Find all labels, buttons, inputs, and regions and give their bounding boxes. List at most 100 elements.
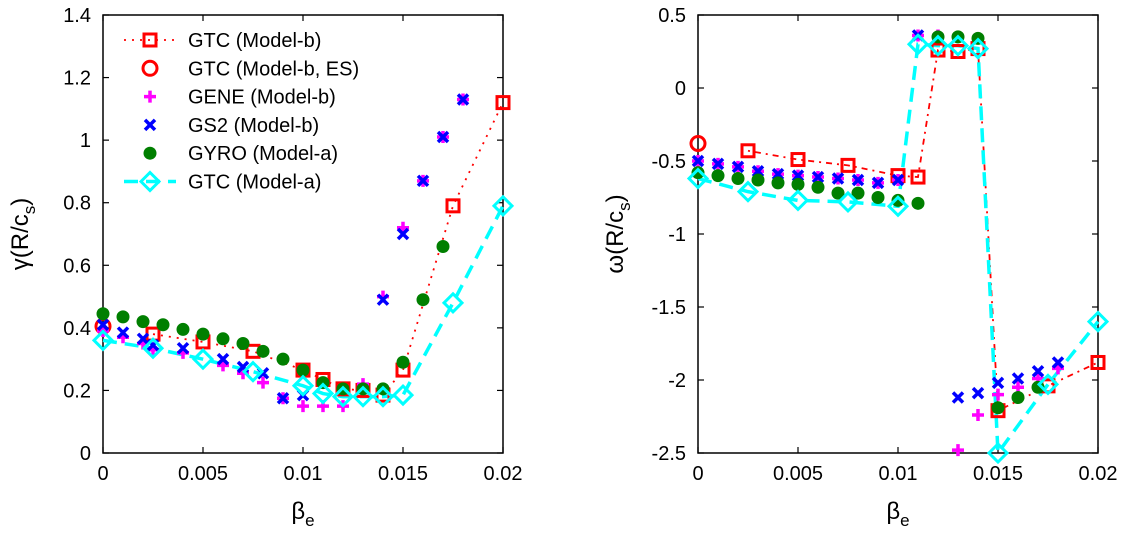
left-plot-gamma: 0 0.005 0.01 0.015 0.02 0 0.2 0.4 0.6 0.8 1 1.2 1.4 β… xyxy=(7,5,522,530)
y-axis-label: γ(R/cs) xyxy=(7,198,39,271)
data-point xyxy=(831,186,845,200)
data-point xyxy=(950,44,966,59)
y-tick-label: 0.6 xyxy=(63,255,91,277)
series-line xyxy=(747,47,1099,413)
data-point xyxy=(1051,356,1065,369)
data-point xyxy=(276,392,290,405)
legend-item: GTC (Model-b, ES) xyxy=(141,58,359,80)
data-point xyxy=(731,172,745,186)
y-tick-label: 0.2 xyxy=(63,380,91,402)
data-point xyxy=(216,352,230,366)
data-point xyxy=(436,130,450,144)
y-axis-label-main: ω(R/c xyxy=(602,211,629,274)
data-point xyxy=(96,307,110,321)
data-point xyxy=(311,382,335,405)
data-point xyxy=(946,34,970,57)
data-point xyxy=(689,134,707,152)
data-point xyxy=(1086,310,1110,333)
data-point xyxy=(966,37,990,60)
right-plot-omega: 0 0.005 0.01 0.015 0.02 0.5 0 -0.5 -1 -1.5 -2 -2.5 β… xyxy=(602,5,1117,530)
data-point xyxy=(371,385,395,408)
data-point xyxy=(416,293,430,307)
legend-item: GYRO (Model-a) xyxy=(143,143,338,165)
data-point xyxy=(196,327,210,341)
data-point xyxy=(236,337,250,350)
y-tick-label: 0.5 xyxy=(658,5,686,27)
data-point xyxy=(291,374,315,397)
data-point xyxy=(91,329,115,352)
legend-marker xyxy=(143,146,157,160)
data-point xyxy=(886,195,910,218)
legend-marker xyxy=(141,59,159,77)
data-point xyxy=(136,332,150,346)
data-point xyxy=(456,93,470,106)
legend-marker xyxy=(142,32,158,48)
data-point xyxy=(256,344,270,358)
data-point xyxy=(686,167,710,190)
data-point xyxy=(992,388,1004,401)
y-axis-label-rest: ) xyxy=(7,198,34,206)
legend-label: GTC (Model-a) xyxy=(188,172,321,194)
y-axis-label-rest: ) xyxy=(602,194,629,202)
legend-label: GTC (Model-b, ES) xyxy=(188,58,359,80)
data-point xyxy=(971,386,985,400)
data-point xyxy=(1031,365,1045,378)
legend-marker xyxy=(144,90,156,103)
x-axis-label: βe xyxy=(886,498,909,530)
data-point xyxy=(871,176,885,190)
y-tick-label: 1.4 xyxy=(63,5,91,27)
data-point xyxy=(926,34,950,57)
data-point xyxy=(831,172,845,185)
data-point xyxy=(296,363,310,377)
data-point xyxy=(786,189,810,212)
data-point xyxy=(711,157,725,171)
data-point xyxy=(116,326,130,339)
data-point xyxy=(276,352,290,366)
data-point xyxy=(871,191,885,204)
y-axis-label-subscript: s xyxy=(615,202,634,211)
data-point xyxy=(1011,391,1025,405)
data-point xyxy=(396,227,410,241)
y-axis-label-main: γ(R/c xyxy=(7,214,34,270)
data-point xyxy=(711,169,725,183)
data-point xyxy=(376,293,390,306)
x-tick-label: 0 xyxy=(97,463,108,485)
x-tick-label: 0.005 xyxy=(178,463,228,485)
y-tick-label: -1 xyxy=(668,224,686,246)
data-point xyxy=(1090,354,1106,370)
data-point xyxy=(491,194,515,217)
data-point xyxy=(906,33,930,56)
y-tick-label: 0.8 xyxy=(63,193,91,215)
data-point xyxy=(771,176,785,190)
data-point xyxy=(791,177,805,191)
data-point xyxy=(691,166,705,180)
data-point xyxy=(331,385,355,408)
x-tick-label: 0.015 xyxy=(378,463,428,485)
legend-marker xyxy=(138,170,162,193)
data-point xyxy=(1011,372,1025,385)
data-point xyxy=(991,401,1005,415)
x-tick-label: 0 xyxy=(692,463,703,485)
data-point xyxy=(176,322,190,336)
data-point xyxy=(731,160,745,174)
data-point xyxy=(840,157,856,173)
data-point xyxy=(257,376,269,389)
x-axis-label-subscript: e xyxy=(305,511,314,530)
x-axis-label-main: β xyxy=(886,498,900,525)
data-point xyxy=(176,341,190,355)
data-point xyxy=(141,337,165,360)
legend-item: GS2 (Model-b) xyxy=(143,115,319,137)
data-point xyxy=(891,193,905,207)
data-point xyxy=(96,318,110,331)
data-point xyxy=(951,391,965,404)
data-point xyxy=(991,376,1005,390)
data-point xyxy=(790,152,806,168)
y-tick-label: -0.5 xyxy=(652,151,686,173)
y-tick-label: -2 xyxy=(668,370,686,392)
data-point xyxy=(445,198,461,214)
x-tick-label: 0.01 xyxy=(284,463,323,485)
x-axis-label: βe xyxy=(291,498,314,530)
data-point xyxy=(191,348,215,371)
x-tick-label: 0.02 xyxy=(484,463,523,485)
